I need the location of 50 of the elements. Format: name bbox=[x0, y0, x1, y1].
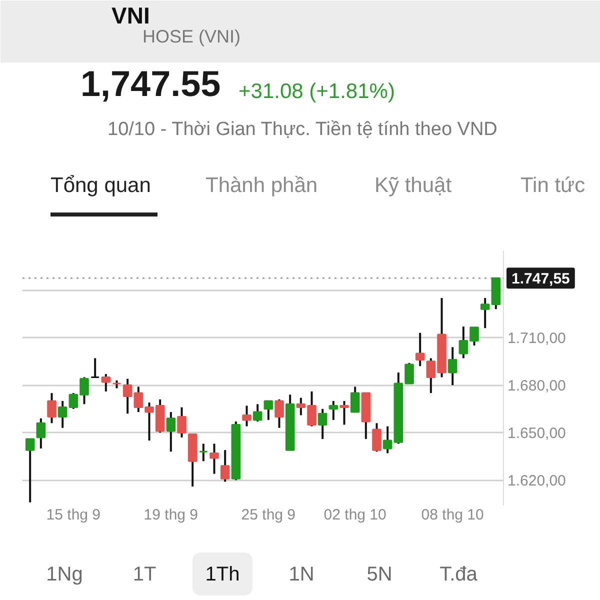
candlestick bbox=[350, 386, 360, 414]
text: 1Ng bbox=[46, 564, 83, 586]
candlestick bbox=[372, 422, 382, 453]
candlestick bbox=[90, 357, 100, 378]
candlestick bbox=[101, 373, 111, 392]
x-tick-label: 08 thg 10 bbox=[421, 506, 484, 524]
candlestick bbox=[415, 332, 425, 368]
y-tick-label: 1.680,00 bbox=[508, 378, 566, 395]
x-tick-label: 19 thg 9 bbox=[144, 506, 198, 524]
candlestick bbox=[340, 400, 349, 426]
candlestick bbox=[242, 404, 252, 428]
text: T.đa bbox=[440, 564, 478, 586]
candlestick bbox=[166, 411, 176, 453]
candlestick bbox=[177, 406, 186, 438]
candlestick bbox=[198, 442, 208, 462]
candlestick bbox=[328, 400, 338, 421]
text: 1T bbox=[132, 564, 156, 586]
candlestick bbox=[318, 408, 328, 440]
candlestick bbox=[220, 449, 230, 483]
text: 1N bbox=[288, 564, 314, 586]
ref-line-label: 1.747,55 bbox=[512, 270, 570, 288]
text: Tin tức bbox=[520, 174, 586, 197]
x-tick-label: 15 thg 9 bbox=[46, 506, 101, 524]
text: Thành phần bbox=[206, 174, 318, 197]
y-tick-label: 1.650,00 bbox=[508, 425, 566, 442]
candlestick bbox=[382, 425, 392, 454]
y-tick-label: 1.620,00 bbox=[508, 472, 566, 490]
text: 5N bbox=[366, 564, 392, 586]
text: 1Th bbox=[205, 564, 240, 586]
text: 10/10 - Thời Gian Thực. Tiền tệ tính theo VND bbox=[108, 119, 498, 140]
candlestick bbox=[58, 400, 68, 429]
candlestick bbox=[36, 417, 46, 450]
candlestick bbox=[448, 346, 458, 386]
chart-subtitle: HOSE (VNI) bbox=[142, 26, 241, 46]
candlestick bbox=[210, 442, 219, 475]
text: Tổng quan bbox=[50, 174, 151, 197]
candlestick bbox=[274, 398, 284, 429]
text: Kỹ thuật bbox=[374, 174, 452, 197]
candlestick bbox=[122, 378, 132, 415]
candlestick bbox=[25, 438, 35, 504]
candlestick bbox=[480, 297, 490, 330]
text: +31.08 (+1.81%) bbox=[238, 80, 395, 103]
candlestick bbox=[252, 403, 262, 423]
y-tick-label: 1.710,00 bbox=[508, 330, 566, 348]
candlestick bbox=[47, 392, 56, 424]
candlestick bbox=[264, 400, 274, 421]
text: 1,747.55 bbox=[80, 63, 221, 104]
chart-title: VNI bbox=[112, 2, 150, 28]
x-tick-label: 02 thg 10 bbox=[324, 506, 386, 524]
x-tick-label: 25 thg 9 bbox=[241, 506, 296, 524]
